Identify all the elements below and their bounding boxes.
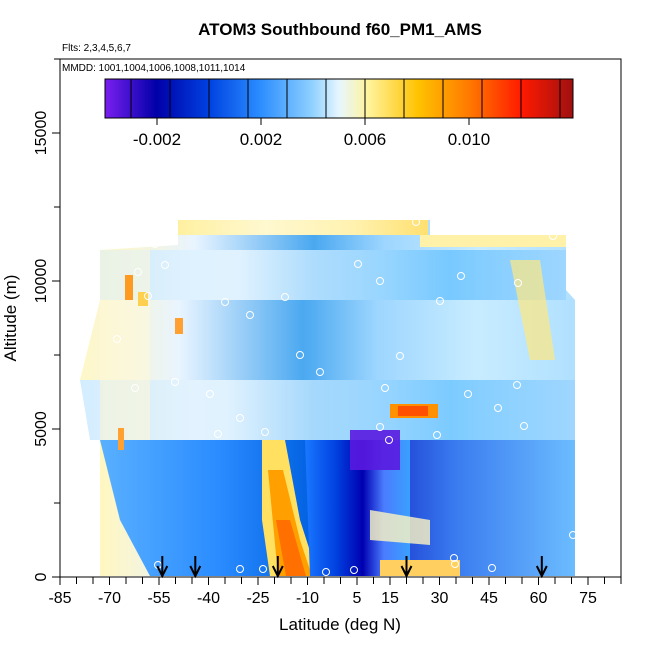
x-tick-label: -55 <box>147 590 170 607</box>
colorbar-tick-label: 0.006 <box>344 130 387 149</box>
colorbar-tick-label: 0.010 <box>448 130 491 149</box>
y-axis-label: Altitude (m) <box>1 275 20 362</box>
colorbar-tick-label: -0.002 <box>133 130 181 149</box>
profile-arrow-head <box>535 565 548 579</box>
x-tick-label: -40 <box>197 590 220 607</box>
colorbar-tick-label: 0.002 <box>240 130 283 149</box>
x-tick-label: 30 <box>431 590 449 607</box>
x-tick-label: -25 <box>246 590 269 607</box>
x-tick-label: 75 <box>579 590 597 607</box>
dates-subtitle: MMDD: 1001,1004,1006,1008,1011,1014 <box>62 63 246 74</box>
colorbar: -0.002 0.002 0.006 0.010 <box>104 78 574 149</box>
x-tick-label: 45 <box>480 590 498 607</box>
x-tick-label: 60 <box>530 590 548 607</box>
colorbar-tick-labels: -0.002 0.002 0.006 0.010 <box>133 118 490 149</box>
y-tick-label: 15000 <box>33 111 50 156</box>
profile-arrow-head <box>189 565 202 579</box>
flights-subtitle: Flts: 2,3,4,5,6,7 <box>62 43 131 54</box>
y-axis: 0 5000 10000 15000 <box>33 58 60 581</box>
x-tick-label: -85 <box>48 590 71 607</box>
x-axis: -85 -70 -55 -40 -25 -10 5 15 30 45 60 75 <box>48 577 622 607</box>
observation-points <box>113 218 577 576</box>
profile-arrow-head <box>400 565 413 579</box>
profile-arrow-head <box>271 565 284 579</box>
colorbar-dividers <box>130 79 561 118</box>
y-tick-label: 0 <box>33 572 50 581</box>
x-axis-label: Latitude (deg N) <box>279 615 401 634</box>
profile-arrows <box>156 556 548 579</box>
chart-title: ATOM3 Southbound f60_PM1_AMS <box>198 20 482 39</box>
y-tick-label: 5000 <box>33 411 50 447</box>
y-tick-label: 10000 <box>33 259 50 304</box>
profile-arrow-head <box>156 565 169 579</box>
x-tick-label: 15 <box>381 590 399 607</box>
x-tick-label: -70 <box>98 590 121 607</box>
x-tick-label: 5 <box>353 590 362 607</box>
colorbar-gradient <box>104 78 574 119</box>
x-tick-label: -10 <box>296 590 319 607</box>
heatmap-field <box>80 220 575 576</box>
